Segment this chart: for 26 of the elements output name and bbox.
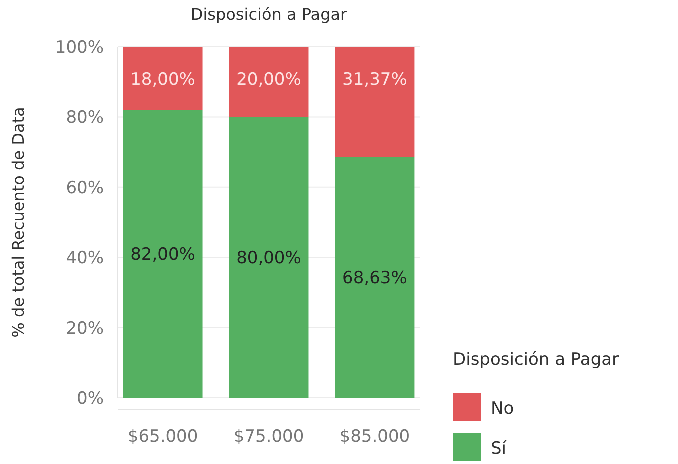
data-label: 31,37% xyxy=(342,70,408,90)
data-label: 68,63% xyxy=(342,268,408,289)
data-label: 18,00% xyxy=(130,70,196,90)
data-label: 20,00% xyxy=(236,70,302,90)
y-tick-label: 40% xyxy=(66,248,104,269)
legend-title: Disposición a Pagar xyxy=(453,350,620,370)
chart-title: Disposición a Pagar xyxy=(190,5,348,24)
data-label: 82,00% xyxy=(130,245,196,266)
y-tick-label: 80% xyxy=(66,108,104,128)
legend-label: No xyxy=(491,399,514,419)
y-tick-label: 100% xyxy=(55,38,104,58)
data-label: 80,00% xyxy=(236,248,302,269)
legend-label: Sí xyxy=(491,439,508,459)
bar xyxy=(229,117,309,398)
bar xyxy=(123,47,203,110)
y-axis-title: % de total Recuento de Data xyxy=(9,107,28,338)
y-tick-label: 60% xyxy=(66,178,104,198)
bar xyxy=(123,110,203,398)
x-tick-label: $75.000 xyxy=(234,427,304,447)
y-tick-label: 20% xyxy=(66,318,104,339)
bar xyxy=(335,157,415,398)
bar xyxy=(229,47,309,118)
y-tick-label: 0% xyxy=(77,389,104,409)
bar xyxy=(335,47,415,158)
x-tick-label: $85.000 xyxy=(340,427,410,447)
x-tick-label: $65.000 xyxy=(128,427,198,447)
